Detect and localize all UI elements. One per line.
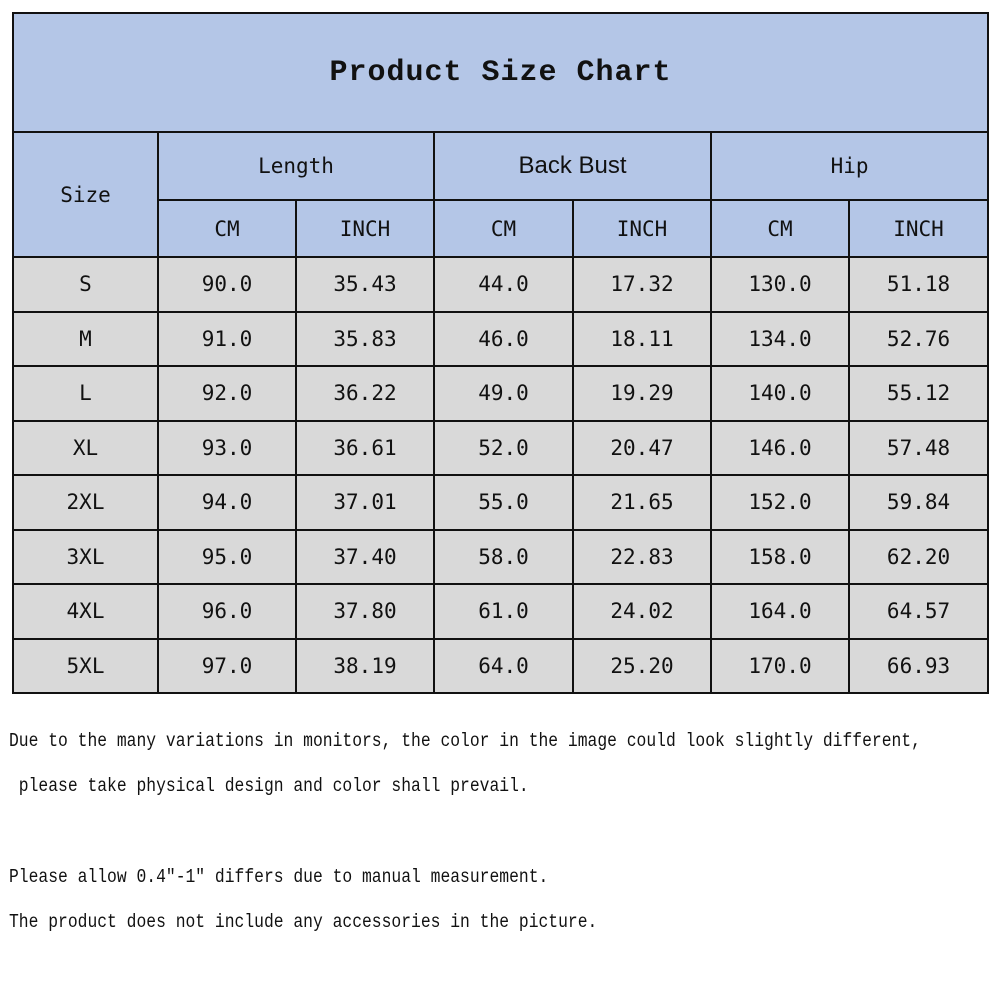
measurement-cell: 96.0 <box>157 583 297 640</box>
measurement-cell: 36.61 <box>295 419 435 476</box>
measurement-cell: 37.40 <box>295 528 435 585</box>
unit-header: INCH <box>295 199 435 258</box>
measurement-cell: 21.65 <box>572 474 712 531</box>
size-cell: M <box>12 310 159 367</box>
table-row: S 90.0 35.43 44.0 17.32 130.0 51.18 <box>12 256 990 313</box>
measurement-cell: 25.20 <box>572 637 712 694</box>
table-row: 3XL 95.0 37.40 58.0 22.83 158.0 62.20 <box>12 528 990 585</box>
measurement-cell: 57.48 <box>847 419 990 476</box>
measurement-cell: 97.0 <box>157 637 297 694</box>
measurement-cell: 22.83 <box>572 528 712 585</box>
measurement-cell: 36.22 <box>295 365 435 422</box>
size-cell: 5XL <box>12 637 159 694</box>
measurement-cell: 158.0 <box>710 528 850 585</box>
table-row: 4XL 96.0 37.80 61.0 24.02 164.0 64.57 <box>12 583 990 640</box>
measurement-cell: 49.0 <box>433 365 574 422</box>
measurement-cell: 64.57 <box>847 583 990 640</box>
unit-header: CM <box>157 199 297 258</box>
measurement-cell: 58.0 <box>433 528 574 585</box>
size-chart-table: Product Size Chart Size Length Back Bust… <box>11 12 990 694</box>
measurement-cell: 94.0 <box>157 474 297 531</box>
measurement-cell: 46.0 <box>433 310 574 367</box>
measurement-cell: 61.0 <box>433 583 574 640</box>
measurement-cell: 35.43 <box>295 256 435 313</box>
measurement-cell: 90.0 <box>157 256 297 313</box>
measurement-cell: 59.84 <box>847 474 990 531</box>
measurement-cell: 130.0 <box>710 256 850 313</box>
table-row: L 92.0 36.22 49.0 19.29 140.0 55.12 <box>12 365 990 422</box>
measurement-cell: 55.0 <box>433 474 574 531</box>
note-accessories: The product does not include any accesso… <box>9 911 598 933</box>
measurement-cell: 66.93 <box>847 637 990 694</box>
unit-header: CM <box>710 199 850 258</box>
size-cell: L <box>12 365 159 422</box>
measurement-cell: 17.32 <box>572 256 712 313</box>
measurement-cell: 51.18 <box>847 256 990 313</box>
unit-header: INCH <box>847 199 990 258</box>
hip-header: Hip <box>709 131 990 201</box>
table-row: 5XL 97.0 38.19 64.0 25.20 170.0 66.93 <box>12 637 990 694</box>
measurement-cell: 134.0 <box>710 310 850 367</box>
measurement-cell: 24.02 <box>572 583 712 640</box>
measurement-cell: 19.29 <box>572 365 712 422</box>
back-bust-header: Back Bust <box>433 131 712 201</box>
measurement-cell: 164.0 <box>710 583 850 640</box>
size-header: Size <box>12 131 159 258</box>
unit-header: INCH <box>572 199 712 258</box>
measurement-cell: 140.0 <box>710 365 850 422</box>
measurement-cell: 91.0 <box>157 310 297 367</box>
measurement-cell: 52.76 <box>847 310 990 367</box>
measurement-cell: 93.0 <box>157 419 297 476</box>
unit-header: CM <box>433 199 574 258</box>
length-header: Length <box>157 131 435 201</box>
chart-title: Product Size Chart <box>11 12 990 133</box>
measurement-cell: 146.0 <box>710 419 850 476</box>
measurement-cell: 62.20 <box>847 528 990 585</box>
table-row: 2XL 94.0 37.01 55.0 21.65 152.0 59.84 <box>12 474 990 531</box>
measurement-cell: 92.0 <box>157 365 297 422</box>
measurement-cell: 170.0 <box>710 637 850 694</box>
measurement-cell: 20.47 <box>572 419 712 476</box>
measurement-cell: 44.0 <box>433 256 574 313</box>
measurement-cell: 37.01 <box>295 474 435 531</box>
note-measurement: Please allow 0.4"-1" differs due to manu… <box>9 866 549 888</box>
measurement-cell: 18.11 <box>572 310 712 367</box>
size-cell: 4XL <box>12 583 159 640</box>
table-row: M 91.0 35.83 46.0 18.11 134.0 52.76 <box>12 310 990 367</box>
measurement-cell: 95.0 <box>157 528 297 585</box>
measurement-cell: 152.0 <box>710 474 850 531</box>
measurement-cell: 52.0 <box>433 419 574 476</box>
measurement-cell: 37.80 <box>295 583 435 640</box>
measurement-cell: 38.19 <box>295 637 435 694</box>
size-cell: 2XL <box>12 474 159 531</box>
note-color-prevail: please take physical design and color sh… <box>9 775 529 797</box>
size-cell: 3XL <box>12 528 159 585</box>
size-cell: XL <box>12 419 159 476</box>
size-cell: S <box>12 256 159 313</box>
measurement-cell: 35.83 <box>295 310 435 367</box>
note-color-variation: Due to the many variations in monitors, … <box>9 730 921 752</box>
measurement-cell: 64.0 <box>433 637 574 694</box>
measurement-cell: 55.12 <box>847 365 990 422</box>
table-row: XL 93.0 36.61 52.0 20.47 146.0 57.48 <box>12 419 990 476</box>
